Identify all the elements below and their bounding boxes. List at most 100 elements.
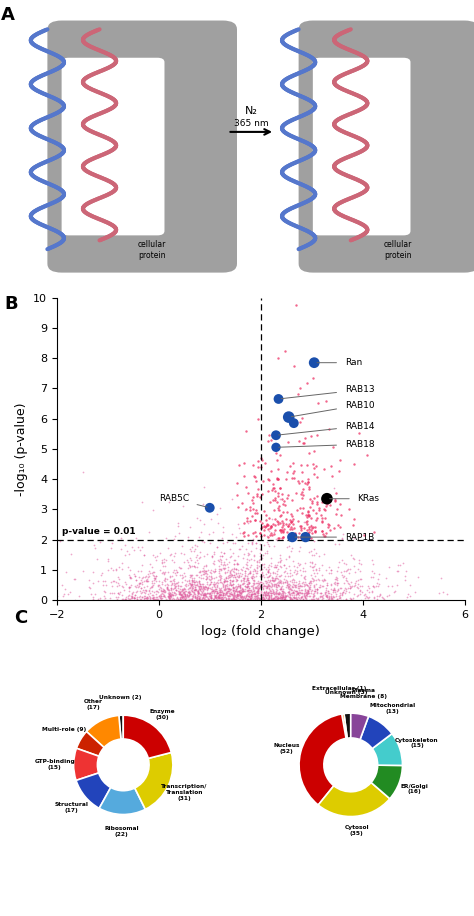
Point [250, 549, 257, 563]
Point [201, 563, 208, 578]
Point [247, 587, 255, 602]
Point [195, 591, 203, 605]
Point [184, 555, 191, 570]
Point [308, 494, 316, 508]
Point [226, 588, 233, 603]
Point [263, 575, 270, 590]
Point [257, 529, 265, 543]
Point [310, 583, 318, 598]
Point [274, 517, 282, 531]
Point [224, 583, 232, 598]
Point [213, 585, 221, 600]
Point [316, 578, 324, 593]
Point [214, 591, 222, 605]
Point [143, 590, 151, 605]
Point [308, 555, 316, 570]
Point [250, 585, 258, 600]
Point [253, 488, 261, 503]
Point [136, 590, 143, 605]
Point [342, 592, 350, 606]
Point [149, 579, 156, 594]
Point [144, 586, 152, 601]
Point [283, 565, 291, 580]
Point [242, 589, 250, 604]
Point [200, 579, 207, 594]
Point [328, 590, 335, 605]
Point [231, 588, 239, 603]
Point [265, 579, 273, 594]
Point [292, 586, 300, 601]
Point [279, 524, 286, 539]
Point [327, 591, 335, 605]
Point [237, 590, 245, 605]
Point [338, 531, 346, 546]
Point [225, 582, 233, 596]
Point [234, 587, 242, 602]
Point [217, 588, 224, 603]
Point [238, 585, 246, 600]
Point [194, 586, 202, 601]
Point [282, 588, 289, 603]
Point [108, 536, 115, 551]
Point [319, 574, 327, 589]
Point [305, 576, 313, 591]
Point [222, 592, 230, 606]
Point [327, 563, 335, 578]
Point [354, 581, 362, 595]
Point [236, 588, 244, 603]
Point [230, 588, 238, 603]
Point [246, 580, 253, 594]
Point [318, 589, 326, 604]
Point [273, 586, 280, 601]
Point [356, 552, 363, 567]
Point [190, 559, 197, 573]
Point [340, 575, 347, 590]
Point [275, 586, 283, 601]
Point [270, 560, 278, 574]
Point [310, 559, 318, 573]
Point [230, 587, 237, 602]
Point [165, 587, 173, 602]
Point [310, 592, 318, 606]
Point [261, 592, 268, 606]
Point [325, 591, 332, 605]
Point [311, 569, 319, 583]
Point [274, 472, 282, 486]
Point [71, 572, 78, 586]
Point [201, 592, 208, 606]
Point [318, 514, 326, 529]
Point [278, 590, 286, 605]
Point [347, 548, 355, 562]
Point [219, 592, 227, 606]
Point [202, 593, 210, 607]
Point [286, 459, 294, 474]
Point [259, 587, 267, 602]
Point [229, 577, 237, 592]
Point [274, 503, 282, 518]
Point [306, 580, 314, 594]
Point [299, 481, 307, 496]
Point [270, 578, 278, 593]
Point [328, 582, 335, 596]
Point [117, 530, 125, 545]
Point [200, 549, 207, 563]
Point [217, 552, 224, 567]
Point [145, 525, 152, 540]
Point [281, 584, 288, 599]
Point [286, 590, 294, 605]
Point [332, 589, 340, 604]
Point [235, 557, 242, 572]
Point [138, 577, 146, 592]
Point [270, 481, 277, 496]
Point [310, 355, 318, 370]
Point [274, 591, 282, 605]
Point [203, 582, 210, 596]
Text: RAB18: RAB18 [279, 440, 374, 449]
Point [217, 573, 224, 588]
Point [79, 563, 87, 578]
Point [294, 474, 301, 489]
Point [235, 541, 243, 556]
Point [372, 578, 380, 593]
Point [231, 580, 239, 594]
Point [89, 564, 96, 579]
